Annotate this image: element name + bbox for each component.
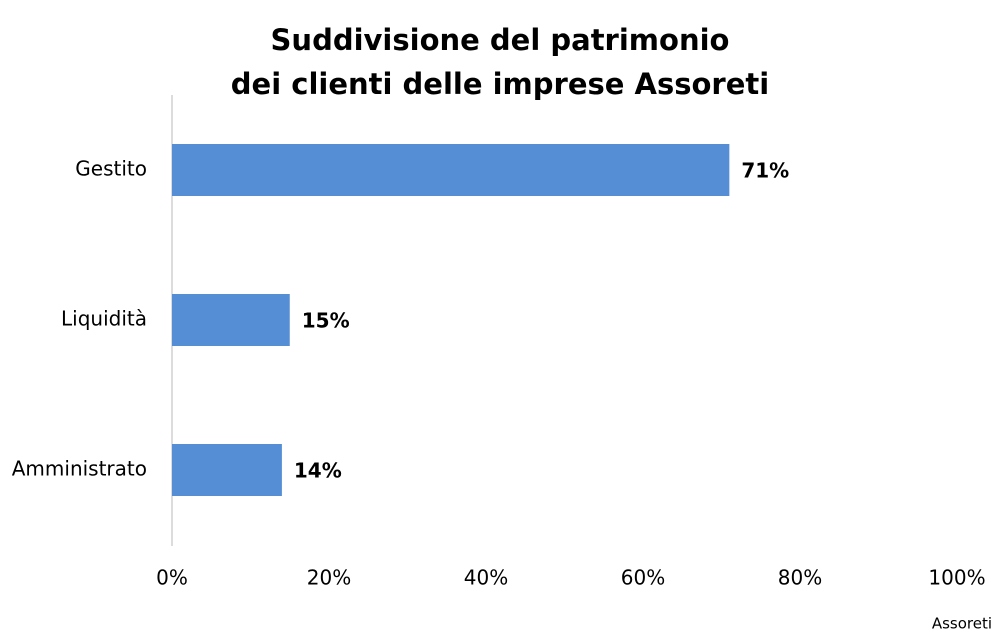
x-tick-label: 40% [464,566,508,590]
chart-title: Suddivisione del patrimonio [271,23,730,57]
bar [172,444,282,496]
source: Assoreti [932,615,992,633]
y-tick-label: Liquidità [61,307,147,331]
y-tick-label: Gestito [75,157,147,181]
x-tick-label: 100% [928,566,985,590]
value-label: 14% [294,459,342,483]
x-tick-label: 0% [156,566,188,590]
value-label: 15% [302,309,350,333]
y-tick-label: Amministrato [12,457,147,481]
x-tick-label: 20% [307,566,351,590]
x-tick-label: 80% [778,566,822,590]
chart-title: dei clienti delle imprese Assoreti [231,67,769,101]
bar [172,294,290,346]
bar [172,144,730,196]
value-label: 71% [741,159,789,183]
x-tick-label: 60% [621,566,665,590]
